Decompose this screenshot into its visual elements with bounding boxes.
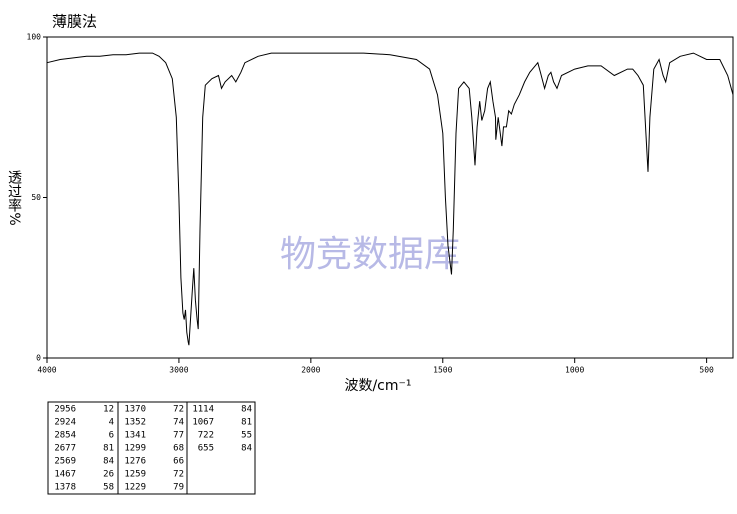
- table-cell: 12: [103, 405, 114, 415]
- table-cell: 2924: [54, 418, 76, 428]
- table-cell: 1114: [192, 405, 214, 415]
- table-cell: 26: [103, 470, 114, 480]
- x-tick-label: 1000: [565, 366, 584, 375]
- plot-frame: [46, 36, 734, 359]
- table-cell: 1259: [124, 470, 146, 480]
- y-tick-label: 100: [27, 33, 42, 42]
- x-axis-label: 波数/cm⁻¹: [344, 378, 411, 394]
- y-tick-label: 50: [31, 193, 41, 202]
- peak-table: [47, 401, 256, 495]
- y-axis-label: 透过率%: [6, 170, 22, 225]
- table-cell: 1299: [124, 444, 146, 454]
- table-cell: 655: [198, 444, 214, 454]
- table-cell: 81: [103, 444, 114, 454]
- x-tick-label: 500: [699, 366, 714, 375]
- chart-title: 薄膜法: [52, 13, 97, 31]
- table-cell: 72: [173, 470, 184, 480]
- table-cell: 4: [109, 418, 114, 428]
- watermark: 物竞数据库: [280, 234, 460, 275]
- table-cell: 1467: [54, 470, 76, 480]
- table-cell: 1276: [124, 457, 146, 467]
- table-cell: 84: [241, 444, 252, 454]
- table-cell: 68: [173, 444, 184, 454]
- table-cell: 1352: [124, 418, 146, 428]
- table-cell: 58: [103, 483, 114, 493]
- table-cell: 2677: [54, 444, 76, 454]
- table-cell: 74: [173, 418, 184, 428]
- table-cell: 66: [173, 457, 184, 467]
- x-tick-label: 4000: [37, 366, 56, 375]
- table-cell: 1378: [54, 483, 76, 493]
- table-cell: 81: [241, 418, 252, 428]
- spectrum-line: [46, 52, 734, 346]
- table-cell: 55: [241, 431, 252, 441]
- x-tick-label: 2000: [301, 366, 320, 375]
- table-cell: 84: [241, 405, 252, 415]
- table-cell: 77: [173, 431, 184, 441]
- table-cell: 2854: [54, 431, 76, 441]
- table-cell: 722: [198, 431, 214, 441]
- table-cell: 79: [173, 483, 184, 493]
- table-cell: 1229: [124, 483, 146, 493]
- table-cell: 6: [109, 431, 114, 441]
- table-cell: 72: [173, 405, 184, 415]
- x-tick-label: 1500: [433, 366, 452, 375]
- table-cell: 2956: [54, 405, 76, 415]
- table-cell: 1067: [192, 418, 214, 428]
- y-tick-label: 0: [36, 354, 41, 363]
- table-cell: 2569: [54, 457, 76, 467]
- table-cell: 1370: [124, 405, 146, 415]
- x-tick-label: 3000: [169, 366, 188, 375]
- table-cell: 84: [103, 457, 114, 467]
- table-cell: 1341: [124, 431, 146, 441]
